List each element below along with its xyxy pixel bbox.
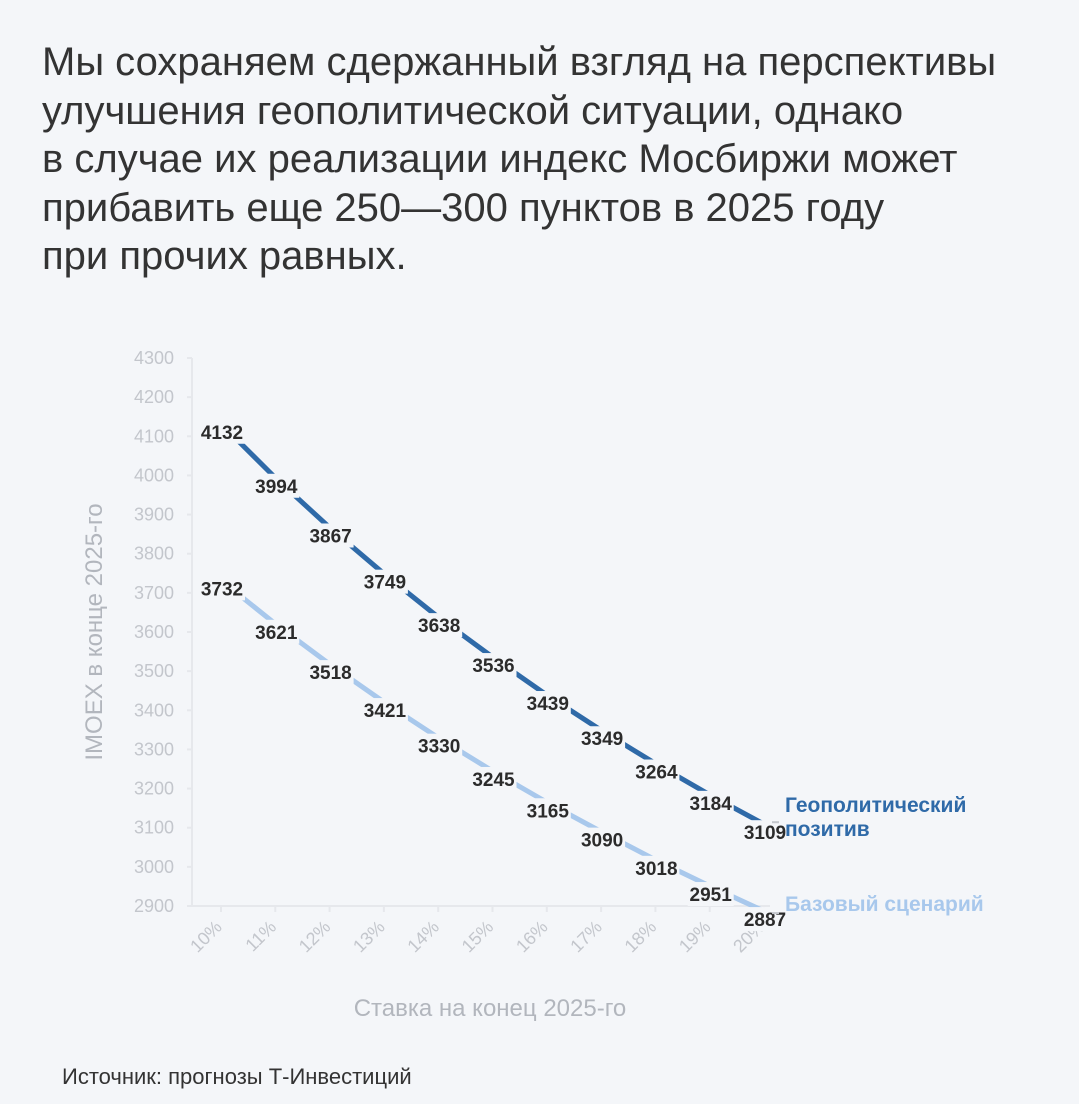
x-tick-label: 10%: [186, 917, 226, 957]
data-label-bg: [307, 660, 354, 685]
data-label: 3184: [690, 794, 733, 815]
data-label-bg: [579, 726, 626, 751]
x-tick-label: 12%: [295, 917, 335, 957]
x-tick-label: 14%: [403, 917, 443, 957]
data-label-bg: [579, 827, 626, 852]
data-label: 3621: [255, 623, 298, 644]
y-tick-label: 4200: [134, 387, 174, 407]
legend-label: Геополитический: [785, 794, 966, 817]
data-label-bg: [253, 473, 300, 498]
y-tick-label: 2900: [134, 896, 174, 916]
data-label: 3536: [472, 656, 514, 677]
y-tick-label: 3700: [134, 583, 174, 603]
data-label-bg: [361, 698, 408, 723]
data-label: 2951: [690, 885, 733, 906]
data-label-bg: [416, 613, 463, 638]
data-label: 3109: [744, 823, 786, 844]
x-tick-label: 17%: [566, 917, 606, 957]
data-label-bg: [199, 576, 245, 601]
x-tick-label: 15%: [458, 917, 498, 957]
y-tick-label: 4300: [134, 348, 174, 368]
data-label: 3867: [309, 526, 351, 547]
y-tick-label: 3400: [134, 700, 174, 720]
x-axis-title: Ставка на конец 2025-го: [354, 995, 627, 1022]
data-label-bg: [524, 691, 571, 716]
legend-label: Базовый сценарий: [785, 893, 984, 916]
data-label-bg: [470, 766, 517, 791]
y-tick-label: 3300: [134, 739, 174, 759]
legend-label: позитив: [785, 818, 870, 841]
data-label-bg: [199, 419, 245, 444]
headline-line: прибавить еще 250—300 пунктов в 2025 год…: [42, 185, 885, 230]
y-tick-label: 3900: [134, 505, 174, 525]
x-tick-label: 16%: [512, 917, 552, 957]
data-label: 3245: [472, 770, 515, 791]
data-label: 3090: [581, 831, 623, 852]
data-labels: 4132 3994 3867 3749 3638 3536 3439 3349 3264 3184…: [199, 419, 788, 932]
data-label-bg: [307, 523, 354, 548]
data-label-bg: [742, 820, 788, 845]
data-label-bg: [742, 907, 788, 932]
data-label-bg: [470, 653, 517, 678]
data-label: 3439: [527, 694, 569, 715]
y-tick-label: 3000: [134, 857, 174, 877]
y-tick-label: 4000: [134, 465, 174, 485]
data-label: 3421: [364, 701, 407, 722]
data-label: 3994: [255, 477, 298, 498]
data-label: 3518: [309, 663, 351, 684]
data-label: 3349: [581, 729, 623, 750]
data-label: 3264: [635, 763, 678, 784]
data-label-bg: [687, 790, 734, 815]
data-label: 3165: [527, 801, 570, 822]
data-label-bg: [361, 569, 408, 594]
source-note: Источник: прогнозы Т-Инвестиций: [62, 1064, 412, 1089]
y-tick-label: 3800: [134, 544, 174, 564]
x-tick-label: 11%: [241, 917, 280, 956]
data-label: 3330: [418, 737, 460, 758]
axes: 2900 3000 3100 3200 3300 3400 3500 3600 3700 3800…: [81, 348, 770, 1022]
y-axis-title: IMOEX в конце 2025-го: [81, 503, 108, 760]
y-tick-label: 3500: [134, 661, 174, 681]
y-tick-label: 3100: [134, 818, 174, 838]
headline: Мы сохраняем сдержанный взгляд на перспе…: [42, 38, 1032, 281]
data-label-bg: [524, 798, 571, 823]
data-label: 3018: [635, 859, 677, 880]
data-label-bg: [633, 855, 680, 880]
x-tick-label: 18%: [621, 917, 661, 957]
y-tick-label: 4100: [134, 426, 174, 446]
imoex-chart: 2900 3000 3100 3200 3300 3400 3500 3600 3700 3800…: [81, 348, 984, 1022]
series-line: [218, 421, 767, 827]
y-tick-label: 3600: [134, 622, 174, 642]
data-label-bg: [633, 759, 680, 784]
series-line: [218, 577, 767, 914]
data-label-bg: [687, 882, 734, 907]
data-label: 2887: [744, 910, 786, 931]
data-label: 3732: [201, 579, 243, 600]
data-label: 3749: [364, 573, 406, 594]
data-label: 4132: [201, 423, 243, 444]
headline-line: улучшения геополитической ситуации, одна…: [42, 88, 904, 133]
data-label-bg: [416, 733, 463, 758]
x-tick-label: 13%: [349, 917, 389, 957]
data-label-bg: [253, 619, 300, 644]
data-label: 3638: [418, 616, 460, 637]
headline-line: при прочих равных.: [42, 234, 407, 278]
headline-line: в случае их реализации индекс Мосбиржи м…: [42, 137, 958, 181]
x-tick-label: 19%: [675, 917, 715, 957]
headline-line: Мы сохраняем сдержанный взгляд на перспе…: [42, 40, 997, 84]
y-tick-label: 3200: [134, 779, 174, 799]
